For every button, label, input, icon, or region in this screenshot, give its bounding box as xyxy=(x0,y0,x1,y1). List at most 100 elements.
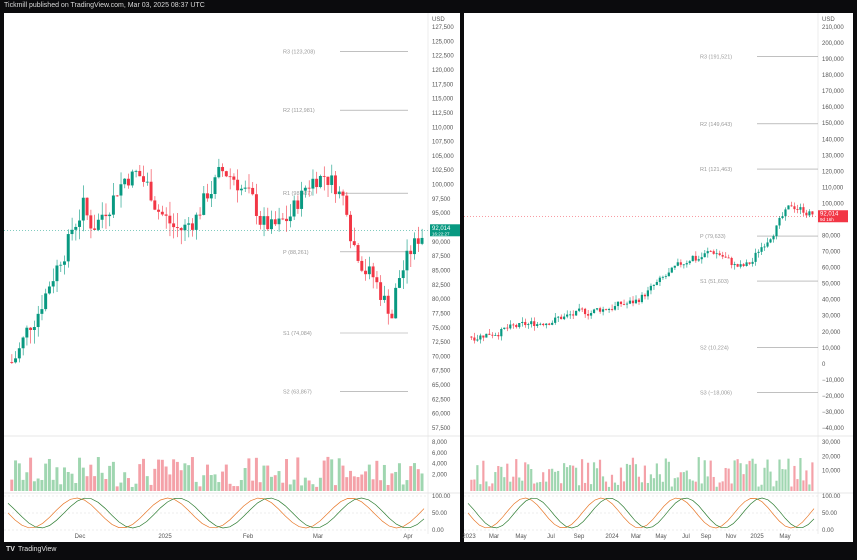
right-volume-bar xyxy=(527,464,530,491)
right-candle-body xyxy=(751,261,754,264)
left-volume-bar xyxy=(292,479,296,491)
left-volume-bar xyxy=(228,483,232,491)
right-volume-bar xyxy=(640,482,643,491)
right-volume-bar xyxy=(724,467,727,491)
right-candle-body xyxy=(793,206,796,210)
left-volume-bar xyxy=(281,482,285,491)
left-volume-bar xyxy=(364,471,368,491)
right-candle-body xyxy=(580,308,584,310)
right-candle-body xyxy=(808,211,811,216)
right-candle-body xyxy=(628,300,632,304)
left-candle-body xyxy=(394,287,398,319)
right-candle-body xyxy=(760,247,763,252)
left-candle-body xyxy=(32,327,36,330)
right-volume-bar xyxy=(655,463,658,491)
right-candle-body xyxy=(646,290,649,297)
right-candle-body xyxy=(697,259,700,261)
right-volume-bar xyxy=(560,483,563,491)
left-volume-bar xyxy=(239,479,243,491)
left-volume-bar xyxy=(149,484,153,491)
right-volume-bar xyxy=(494,472,497,491)
left-price-tick: 90,000 xyxy=(432,240,451,246)
right-candle-body xyxy=(554,317,557,323)
right-osc-line-k xyxy=(467,497,815,529)
right-volume-bar xyxy=(497,466,500,491)
left-volume-bar xyxy=(345,477,349,491)
left-volume-bar xyxy=(115,486,119,491)
right-candle-body xyxy=(694,255,697,261)
left-candle-body xyxy=(168,215,172,224)
left-volume-bar xyxy=(175,461,179,491)
left-volume-bar xyxy=(326,456,330,491)
right-candle-body xyxy=(667,272,670,277)
right-candle-body xyxy=(533,321,536,327)
left-volume-bar xyxy=(78,457,82,491)
left-volume-bar xyxy=(198,486,202,491)
left-candle-body xyxy=(157,209,161,212)
right-volume-bar xyxy=(583,482,587,491)
right-volume-bar xyxy=(539,481,542,491)
footer-bar xyxy=(0,542,857,560)
right-candle-body xyxy=(745,262,748,266)
right-time-tick: 2024 xyxy=(605,534,619,540)
left-candle-body xyxy=(51,281,55,287)
right-time-tick: 2023 xyxy=(462,534,476,540)
left-volume-bar xyxy=(221,471,225,491)
right-candle-body xyxy=(574,310,578,316)
left-candle-body xyxy=(206,193,209,199)
right-candle-body xyxy=(488,333,491,335)
right-candle-body xyxy=(664,276,667,278)
right-candle-body xyxy=(640,294,643,303)
left-price-tick: 105,000 xyxy=(432,154,454,160)
right-candle-body xyxy=(691,255,694,262)
left-pivot-label: S1 (74,084) xyxy=(283,331,312,337)
left-volume-bar xyxy=(273,475,277,491)
left-candle-body xyxy=(183,224,187,231)
right-volume-bar xyxy=(757,486,760,491)
left-volume-bar xyxy=(333,485,337,491)
left-volume-bar xyxy=(59,484,63,491)
left-volume-bar xyxy=(145,476,149,491)
right-volume-bar xyxy=(485,481,488,491)
right-time-tick: Mar xyxy=(489,534,499,540)
right-candle-body xyxy=(631,300,635,304)
right-candle-body xyxy=(661,276,664,278)
left-volume-bar xyxy=(416,469,420,491)
left-time-tick: Mar xyxy=(313,534,323,540)
right-candle-body xyxy=(811,211,814,215)
left-candle-body xyxy=(330,175,334,185)
left-price-tick: 77,500 xyxy=(432,311,451,317)
left-volume-bar xyxy=(40,479,44,491)
left-candle-body xyxy=(134,170,138,172)
right-volume-bar xyxy=(634,464,638,491)
right-volume-bar xyxy=(682,472,685,491)
left-price-tick: 57,500 xyxy=(432,426,451,432)
right-volume-bar xyxy=(542,472,545,491)
right-volume-bar xyxy=(548,469,551,491)
right-candle-body xyxy=(787,205,790,210)
right-volume-bar xyxy=(566,467,569,491)
left-candle-body xyxy=(318,175,322,188)
right-candle-body xyxy=(748,262,751,264)
left-price-tick: 127,500 xyxy=(432,25,454,31)
left-volume-bar xyxy=(123,472,127,491)
left-price-tick: 87,500 xyxy=(432,254,451,260)
left-volume-bar xyxy=(202,475,206,491)
tradingview-logo[interactable]: TV TradingView xyxy=(6,546,56,553)
right-candle-body xyxy=(572,314,575,316)
right-pivot-label: R1 (121,463) xyxy=(700,167,732,173)
right-candle-body xyxy=(733,264,736,266)
left-price-tick: 122,500 xyxy=(432,54,454,60)
right-candle-body xyxy=(557,316,560,318)
right-pivot-label: S3 (−18,006) xyxy=(700,391,732,397)
left-osc-line-d xyxy=(7,497,425,529)
right-volume-bar xyxy=(679,472,682,491)
right-volume-bar xyxy=(799,458,802,491)
left-time-tick: 2025 xyxy=(158,534,172,540)
left-volume-bar xyxy=(126,478,130,491)
left-volume-bar xyxy=(262,465,266,491)
right-volume-bar xyxy=(766,459,769,491)
left-volume-bar xyxy=(341,465,345,491)
left-candle-body xyxy=(179,228,183,231)
left-price-tick: 82,500 xyxy=(432,283,451,289)
